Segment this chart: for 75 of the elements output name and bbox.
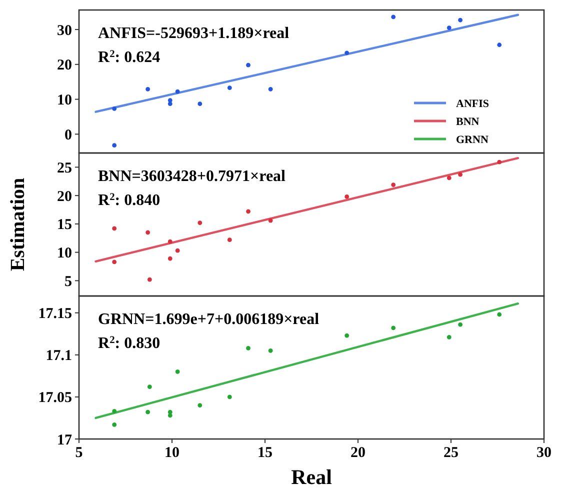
point: [246, 209, 250, 214]
point: [458, 18, 462, 22]
point: [175, 89, 180, 94]
point: [497, 42, 502, 48]
point: [146, 230, 150, 235]
point: [112, 409, 117, 414]
point: [458, 172, 462, 177]
point: [268, 348, 273, 353]
point: [497, 312, 502, 317]
y-tick-label: 17.1: [46, 348, 72, 364]
point: [112, 226, 117, 231]
point: [344, 194, 350, 199]
legend-label: ANFIS: [456, 98, 490, 110]
annotation: ANFIS=-529693+1.189×real: [98, 25, 290, 42]
point: [175, 370, 180, 374]
point: [268, 86, 273, 92]
point: [497, 160, 502, 164]
annotation: R$^{2}$: 0.830: [98, 334, 160, 352]
point: [198, 403, 202, 408]
point: [458, 322, 462, 327]
y-tick-label: 25: [57, 160, 72, 176]
x-tick-label: 25: [444, 445, 458, 461]
x-tick-label: 20: [350, 445, 366, 461]
y-tick-label: 17.15: [38, 306, 72, 322]
y-tick-label: 5: [64, 274, 72, 290]
point: [227, 394, 232, 400]
y-tick-label: 17: [57, 432, 72, 448]
point: [246, 62, 250, 68]
x-tick-label: 15: [258, 445, 272, 461]
point: [227, 86, 232, 90]
point: [112, 143, 117, 148]
point: [168, 256, 172, 261]
point: [268, 218, 273, 223]
point: [446, 335, 452, 340]
point: [112, 106, 117, 111]
y-tick-label: 17.05: [38, 390, 72, 406]
y-tick-label: 10: [57, 246, 72, 262]
x-tick-label: 10: [164, 445, 180, 461]
point: [344, 50, 350, 56]
point: [446, 26, 452, 30]
point: [227, 238, 232, 242]
point: [168, 239, 172, 244]
point: [344, 333, 350, 338]
x-axis-title: Real: [291, 465, 332, 489]
annotation: R$^{2}$: 0.624: [98, 48, 160, 66]
point: [198, 220, 202, 225]
point: [112, 422, 117, 427]
y-tick-label: 0: [64, 127, 72, 144]
text: GRNN: [456, 134, 488, 146]
point: [175, 248, 180, 253]
point: [112, 260, 117, 264]
x-tick-label: 5: [75, 445, 83, 461]
point: [147, 277, 152, 282]
annotation: BNN=3603428+0.7971×real: [98, 168, 286, 185]
point: [168, 102, 172, 106]
point: [391, 14, 396, 20]
point: [391, 326, 396, 330]
y-tick-label: 20: [57, 188, 72, 205]
y-axis-title: Estimation: [7, 178, 29, 272]
point: [146, 86, 150, 92]
point: [391, 182, 396, 187]
text: BNN: [456, 116, 480, 128]
point: [198, 102, 202, 106]
point: [146, 410, 150, 414]
point: [147, 384, 152, 390]
point: [446, 176, 452, 180]
annotation: GRNN=1.699e+7+0.006189×real: [98, 311, 320, 328]
point: [246, 346, 250, 350]
y-tick-label: 20: [57, 58, 72, 74]
point: [168, 413, 172, 418]
y-tick-label: 30: [57, 22, 72, 39]
annotation: R$^{2}$: 0.840: [98, 192, 160, 209]
y-tick-label: 10: [57, 92, 72, 109]
y-tick-label: 15: [57, 217, 72, 234]
x-tick-label: 30: [536, 445, 552, 461]
